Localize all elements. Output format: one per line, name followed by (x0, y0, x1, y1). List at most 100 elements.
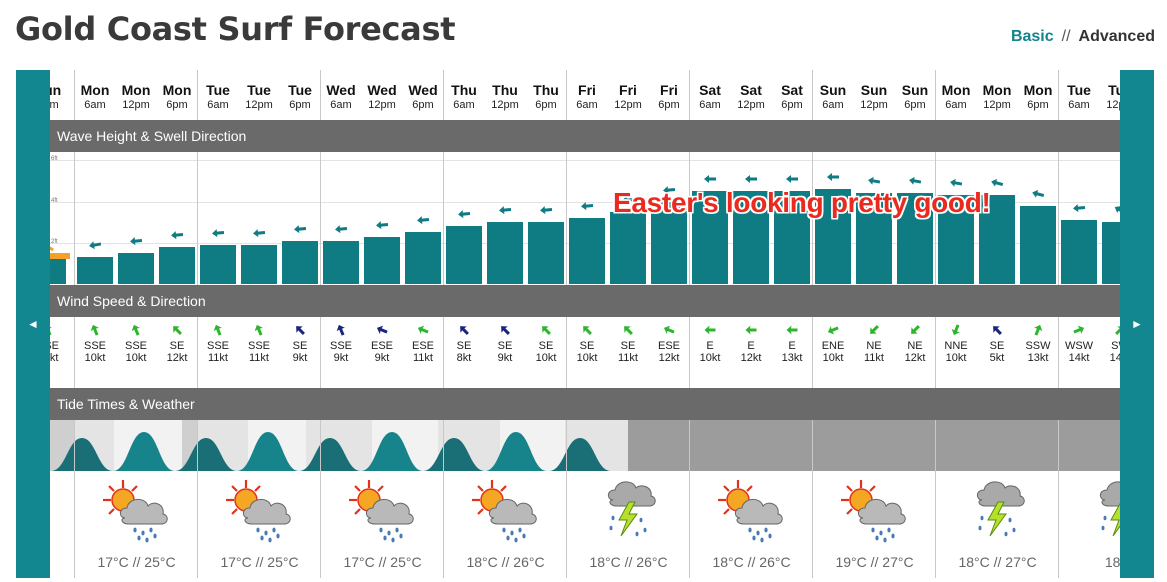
wind-arrow-icon (745, 325, 757, 335)
wind-arrow-icon (376, 325, 388, 334)
wave-bar[interactable] (815, 189, 851, 284)
wind-speed-label: 12kt (904, 352, 926, 364)
swell-direction-arrow-icon (909, 177, 922, 186)
wave-bar[interactable] (364, 236, 400, 284)
scroll-left-button[interactable]: ◄ (16, 70, 50, 578)
wind-direction-label: SE (538, 340, 554, 352)
wind-cell: NNE 10kt (934, 324, 978, 364)
wave-grid-line (50, 160, 1120, 162)
swell-direction-arrow-icon (335, 224, 348, 233)
wind-arrow-icon (704, 325, 716, 335)
swell-direction-arrow-icon (868, 177, 881, 186)
wind-cell: SE 8kt (442, 324, 486, 364)
swell-direction-arrow-icon (417, 216, 430, 225)
slot-day: Sat (699, 82, 721, 98)
slot-time: 12pm (491, 99, 519, 111)
time-slot-label: Wed 6am (319, 82, 363, 111)
wave-bar[interactable] (405, 232, 441, 284)
slot-day: Wed (367, 82, 397, 98)
slot-time: 6pm (658, 99, 680, 111)
slot-day: Fri (619, 82, 637, 98)
wind-cell: E 12kt (729, 324, 773, 364)
slot-time: 12pm (614, 99, 642, 111)
wind-arrow-icon (1073, 325, 1085, 334)
slot-time: 6am (84, 99, 106, 111)
wave-bar[interactable] (241, 244, 277, 284)
wind-direction-label: SSE (50, 340, 59, 352)
wave-bar[interactable] (487, 222, 523, 284)
wave-bar[interactable] (897, 193, 933, 284)
day-divider (689, 70, 690, 578)
swell-direction-arrow-icon (827, 173, 839, 182)
wave-bar[interactable] (651, 201, 687, 284)
wave-bar[interactable] (1020, 205, 1056, 284)
wave-bar[interactable] (979, 195, 1015, 284)
wind-arrow-icon (173, 326, 182, 335)
slot-day: Mon (941, 82, 971, 98)
scroll-right-button[interactable]: ► (1120, 70, 1154, 578)
time-slot-label: Mon 6am (934, 82, 978, 111)
wave-bar[interactable] (282, 240, 318, 284)
wind-direction-label: SSE (206, 340, 229, 352)
slot-day: Thu (451, 82, 477, 98)
basic-view-link[interactable]: Basic (1010, 28, 1054, 45)
slot-time: 12pm (737, 99, 765, 111)
wind-direction-label: SE (989, 340, 1005, 352)
wave-bar[interactable] (50, 259, 66, 284)
wave-bar[interactable] (200, 244, 236, 284)
swell-direction-arrow-icon (991, 179, 1004, 187)
arrow-right-icon: ► (1131, 317, 1143, 331)
wave-bar[interactable] (692, 191, 728, 284)
wave-bar[interactable] (938, 195, 974, 284)
slot-day: Mon (162, 82, 192, 98)
wind-arrow-icon (501, 326, 510, 335)
wind-speed-label: 11kt (249, 352, 269, 364)
time-slot-label: Wed 6pm (401, 82, 445, 111)
slot-day: Tue (1108, 82, 1120, 98)
wave-bar[interactable] (528, 222, 564, 284)
wave-axis-label: 4ft (51, 197, 58, 204)
wave-bar[interactable] (774, 191, 810, 284)
swell-direction-arrow-icon (745, 175, 757, 184)
wind-arrow-icon (786, 325, 798, 335)
wave-bar[interactable] (323, 240, 359, 284)
wave-bar[interactable] (733, 191, 769, 284)
wave-bar[interactable] (610, 211, 646, 284)
day-divider (566, 70, 567, 578)
tide-curve (50, 432, 611, 471)
wave-height-chart: 2ft 4ft 6ft (50, 152, 1120, 284)
wave-bar[interactable] (446, 226, 482, 284)
temperature-range: 18°C // 26°C (589, 554, 668, 570)
advanced-view-link[interactable]: Advanced (1078, 28, 1155, 45)
temperature-range: 17°C // 25°C (97, 554, 176, 570)
wave-bar[interactable] (1061, 220, 1097, 284)
wind-speed-label: 10kt (535, 352, 557, 364)
time-slot-label: Tue 6pm (278, 82, 322, 111)
wave-bar[interactable] (159, 246, 195, 284)
storm-icon (567, 478, 690, 547)
wave-bar[interactable] (77, 257, 113, 284)
wind-direction-label: NE (907, 340, 923, 352)
time-slot-label: Wed 12pm (360, 82, 404, 111)
slot-time: 6am (1068, 99, 1090, 111)
wave-bar[interactable] (118, 253, 154, 284)
swell-direction-arrow-icon (458, 210, 471, 219)
slot-day: Sun (901, 82, 929, 98)
slot-day: Sat (740, 82, 762, 98)
slot-day: Mon (121, 82, 151, 98)
wind-arrow-icon (254, 324, 263, 336)
wave-bar[interactable] (856, 193, 892, 284)
swell-direction-arrow-icon (212, 228, 225, 237)
wind-cell: ENE 10kt (811, 324, 855, 364)
wave-bar[interactable] (569, 218, 605, 284)
wave-bar[interactable] (1102, 222, 1120, 284)
wind-arrow-icon (460, 326, 469, 335)
time-slot-label: Fri 6am (565, 82, 609, 111)
slot-time: 6pm (781, 99, 803, 111)
swell-direction-arrow-icon (89, 241, 102, 250)
wind-cell: NE 11kt (852, 324, 896, 364)
slot-day: Tue (1067, 82, 1091, 98)
wind-cell: SSE 9kt (319, 324, 363, 364)
wind-arrow-icon (827, 326, 839, 335)
wave-axis-label: 6ft (51, 156, 58, 163)
